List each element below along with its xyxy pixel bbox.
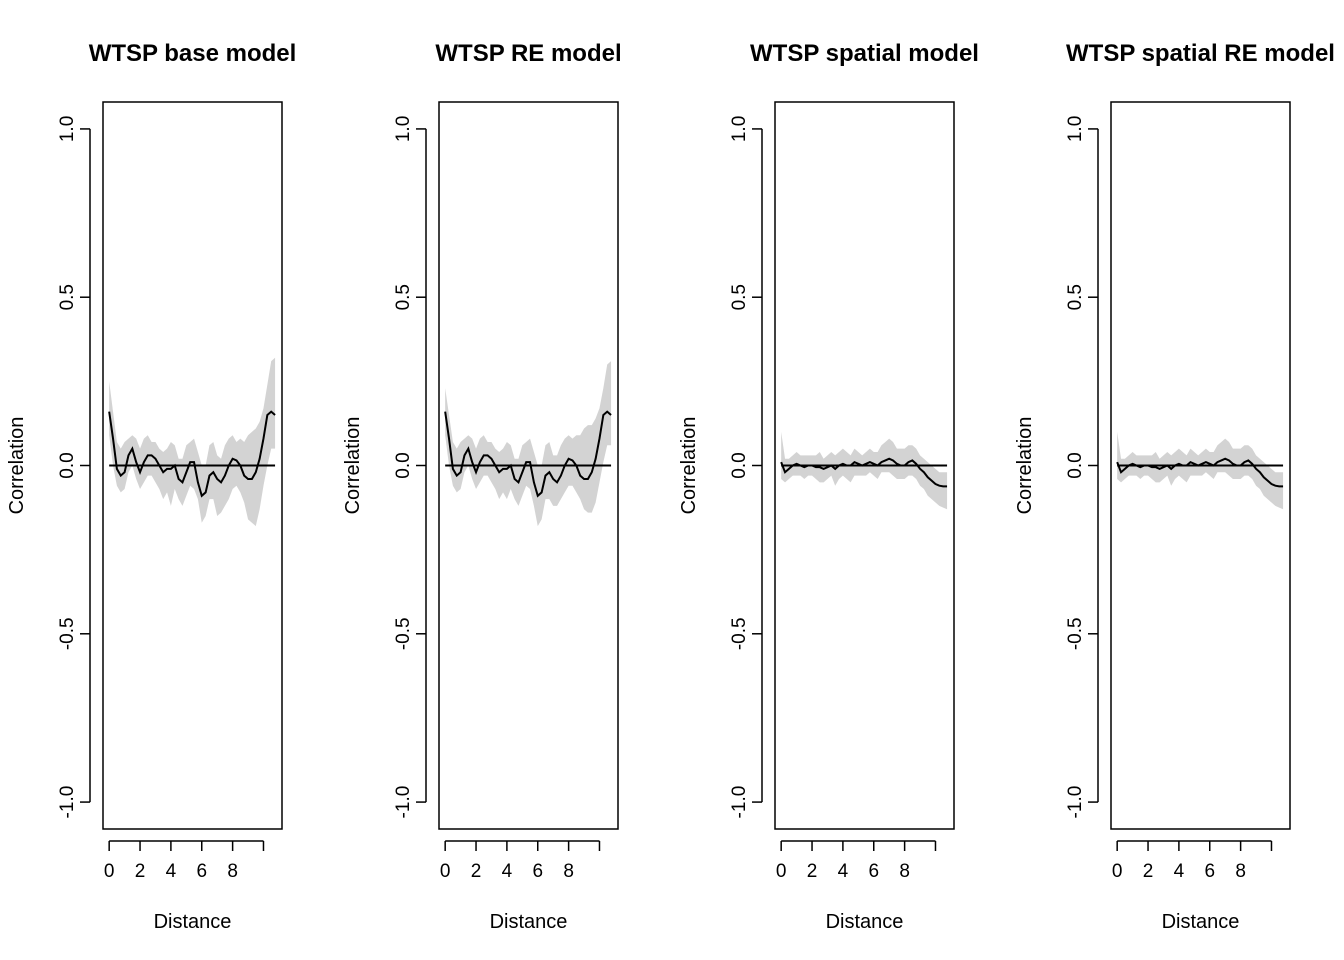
y-tick-label: -1.0 [1065, 786, 1086, 819]
x-tick-label: 0 [776, 861, 787, 882]
x-tick-label: 6 [196, 861, 207, 882]
y-tick-label: 0.5 [393, 284, 414, 310]
panel-1: WTSP base model -1.0 -0.5 0.0 0.5 1.0 0 2 4 6 8 Dis… [6, 40, 296, 933]
plot-frame [1110, 101, 1291, 830]
x-axis-label: Distance [826, 911, 904, 933]
y-tick-label: -1.0 [393, 786, 414, 819]
x-tick-label: 2 [471, 861, 482, 882]
y-tick-label: 0.0 [57, 452, 78, 478]
y-tick-label: -0.5 [393, 617, 414, 650]
x-tick-label: 6 [868, 861, 879, 882]
correlation-line [444, 410, 612, 498]
y-axis-label: Correlation [342, 417, 364, 515]
x-tick-label: 4 [838, 861, 849, 882]
y-tick-label: -0.5 [57, 617, 78, 650]
y-tick-label: 0.5 [57, 284, 78, 310]
x-tick-label: 6 [532, 861, 543, 882]
y-tick-label: -0.5 [1065, 617, 1086, 650]
confidence-band [781, 431, 948, 510]
x-tick-label: 2 [1143, 861, 1154, 882]
panel-3: WTSP spatial model -1.0 -0.5 0.0 0.5 1.0 0 2 4 6 8… [678, 40, 979, 933]
x-tick-label: 0 [104, 861, 115, 882]
y-tick-label: 0.5 [729, 284, 750, 310]
chart-title: WTSP base model [89, 40, 297, 67]
x-axis-label: Distance [1162, 911, 1240, 933]
x-axis-label: Distance [490, 911, 568, 933]
y-axis-label: Correlation [678, 417, 700, 515]
x-tick-label: 0 [440, 861, 451, 882]
y-tick-label: 1.0 [1065, 116, 1086, 142]
chart-title: WTSP spatial model [750, 40, 979, 67]
panel-4: WTSP spatial RE model -1.0 -0.5 0.0 0.5 1.0 0 2… [1014, 40, 1335, 933]
x-tick-label: 4 [166, 861, 177, 882]
chart-title: WTSP RE model [435, 40, 621, 67]
y-tick-label: -1.0 [729, 786, 750, 819]
x-tick-label: 8 [899, 861, 910, 882]
confidence-band [1117, 431, 1284, 510]
y-tick-label: 0.0 [729, 452, 750, 478]
y-axis-label: Correlation [1014, 417, 1036, 515]
y-axis-label: Correlation [6, 417, 28, 515]
x-tick-label: 8 [563, 861, 574, 882]
y-tick-label: 1.0 [57, 116, 78, 142]
x-tick-label: 8 [227, 861, 238, 882]
plot-frame [102, 101, 283, 830]
correlation-line [108, 410, 276, 498]
x-tick-label: 2 [807, 861, 818, 882]
x-tick-label: 0 [1112, 861, 1123, 882]
y-tick-label: 0.5 [1065, 284, 1086, 310]
y-tick-label: 0.0 [1065, 452, 1086, 478]
y-tick-label: -1.0 [57, 786, 78, 819]
x-tick-label: 8 [1235, 861, 1246, 882]
y-tick-label: 0.0 [393, 452, 414, 478]
plot-frame [438, 101, 619, 830]
confidence-band [445, 361, 612, 527]
x-tick-label: 4 [502, 861, 513, 882]
confidence-band [109, 357, 276, 527]
y-tick-label: -0.5 [729, 617, 750, 650]
chart-title: WTSP spatial RE model [1066, 40, 1335, 67]
x-tick-label: 2 [135, 861, 146, 882]
plot-frame [774, 101, 955, 830]
y-tick-label: 1.0 [393, 116, 414, 142]
x-axis-label: Distance [154, 911, 232, 933]
y-tick-label: 1.0 [729, 116, 750, 142]
x-tick-label: 4 [1174, 861, 1185, 882]
x-tick-label: 6 [1204, 861, 1215, 882]
panel-2: WTSP RE model -1.0 -0.5 0.0 0.5 1.0 0 2 4 6 8 Dista… [342, 40, 622, 933]
